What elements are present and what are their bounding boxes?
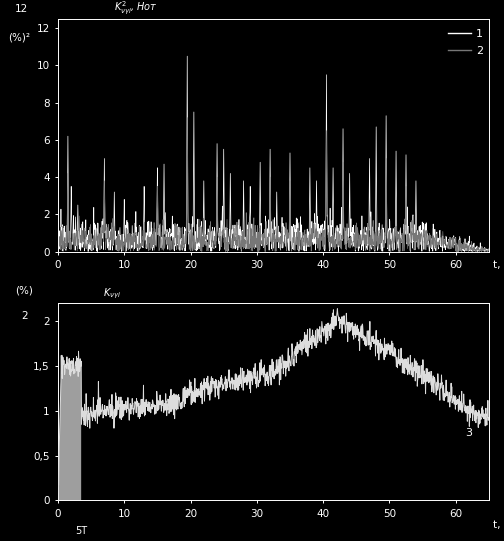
Polygon shape: [58, 351, 81, 500]
Line: 1: 1: [58, 56, 489, 252]
2: [184, 114, 191, 121]
1: [455, 248, 461, 255]
Text: 5Т: 5Т: [75, 526, 87, 536]
2: [394, 228, 400, 235]
Text: t, c: t, c: [493, 260, 504, 270]
1: [273, 213, 279, 219]
1: [139, 241, 145, 247]
Text: (%)²: (%)²: [9, 33, 30, 43]
Text: 2: 2: [21, 311, 28, 321]
2: [224, 248, 230, 255]
1: [486, 246, 492, 252]
1: [343, 245, 349, 251]
Legend: 1, 2: 1, 2: [449, 29, 483, 56]
Text: 12: 12: [15, 4, 28, 14]
1: [184, 53, 191, 60]
Text: $K_{\nu\gamma i}$: $K_{\nu\gamma i}$: [103, 287, 121, 301]
Text: t, c: t, c: [493, 520, 504, 530]
2: [139, 243, 145, 250]
2: [231, 233, 237, 239]
Text: $K^2_{\nu\gamma i}$, Нот: $K^2_{\nu\gamma i}$, Нот: [114, 0, 158, 17]
1: [231, 245, 237, 252]
2: [274, 239, 280, 245]
2: [486, 247, 492, 254]
2: [67, 235, 73, 242]
1: [67, 246, 73, 252]
2: [344, 246, 350, 253]
1: [55, 230, 61, 237]
1: [394, 228, 400, 235]
Text: (%): (%): [15, 285, 33, 295]
2: [55, 235, 61, 242]
Text: 3: 3: [466, 428, 473, 438]
Line: 2: 2: [58, 117, 489, 252]
